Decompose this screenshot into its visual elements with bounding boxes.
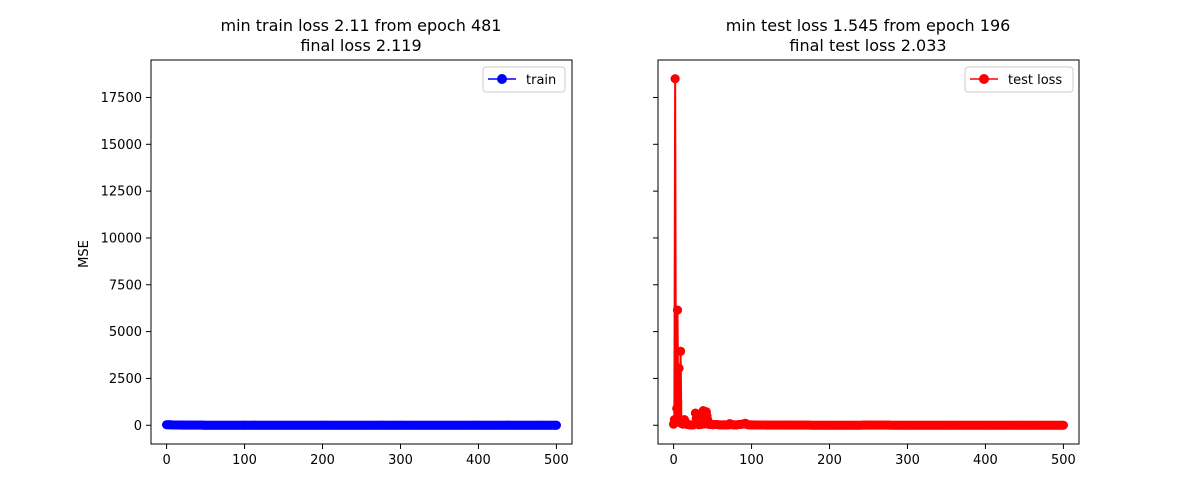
data-point — [201, 420, 211, 430]
x-tick-label: 100 — [739, 453, 764, 468]
legend-label-test: test loss — [1008, 73, 1062, 88]
data-point — [902, 420, 912, 430]
test-plot-frame — [657, 59, 1080, 445]
x-tick-label: 200 — [310, 453, 335, 468]
x-tick-label: 400 — [466, 453, 491, 468]
data-point — [672, 305, 682, 315]
y-tick-label: 2500 — [109, 372, 142, 387]
train-series — [162, 420, 561, 430]
data-point — [674, 363, 684, 373]
y-tick-label: 0 — [134, 419, 142, 434]
data-point — [864, 420, 873, 430]
legend-box — [482, 66, 566, 93]
data-point — [676, 346, 686, 356]
y-tick-label: 10000 — [101, 231, 142, 246]
legend-marker — [979, 74, 989, 84]
x-tick-label: 500 — [544, 453, 569, 468]
data-point — [1058, 420, 1068, 430]
legend-label-train: train — [526, 73, 556, 88]
x-tick-label: 300 — [388, 453, 413, 468]
data-point — [537, 420, 547, 430]
data-point — [754, 420, 764, 430]
data-point — [318, 420, 328, 430]
x-tick-label: 200 — [817, 453, 842, 468]
data-point — [941, 420, 951, 430]
data-point — [672, 403, 682, 413]
data-point — [762, 420, 772, 430]
train-loss-subplot: min train loss 2.11 from epoch 481 final… — [77, 16, 573, 468]
x-tick-label: 0 — [669, 453, 677, 468]
test-series — [669, 74, 1068, 430]
data-point — [701, 407, 711, 417]
legend-marker — [497, 74, 507, 84]
x-tick-label: 300 — [895, 453, 920, 468]
y-tick-label: 7500 — [109, 278, 142, 293]
data-point — [786, 420, 796, 430]
y-axis-label: MSE — [77, 240, 92, 268]
data-point — [670, 74, 680, 84]
data-point — [747, 420, 757, 430]
data-point — [980, 420, 990, 430]
train-legend: train — [482, 66, 566, 93]
series-line — [672, 78, 1064, 427]
y-tick-label: 15000 — [101, 138, 142, 153]
data-point — [240, 420, 250, 430]
data-point — [473, 420, 483, 430]
data-point — [821, 420, 831, 430]
test-title-line1: min test loss 1.545 from epoch 196 — [726, 16, 1011, 35]
data-point — [690, 408, 700, 418]
test-loss-subplot: min test loss 1.545 from epoch 196 final… — [653, 16, 1080, 468]
y-tick-label: 5000 — [109, 325, 142, 340]
train-title-line1: min train loss 2.11 from epoch 481 — [221, 16, 502, 35]
data-point — [395, 420, 405, 430]
data-point — [551, 420, 561, 430]
data-point — [169, 420, 179, 430]
legend-box — [964, 66, 1074, 93]
y-tick-label: 17500 — [101, 91, 142, 106]
test-title-line2: final test loss 2.033 — [789, 36, 946, 55]
data-point — [1019, 420, 1029, 430]
x-tick-label: 500 — [1051, 453, 1076, 468]
x-tick-label: 100 — [232, 453, 257, 468]
train-title-line2: final loss 2.119 — [300, 36, 421, 55]
y-tick-label: 12500 — [101, 185, 142, 200]
test-legend: test loss — [964, 66, 1074, 93]
data-point — [177, 420, 187, 430]
x-tick-label: 0 — [162, 453, 170, 468]
x-tick-label: 400 — [973, 453, 998, 468]
train-plot-frame — [150, 59, 573, 445]
